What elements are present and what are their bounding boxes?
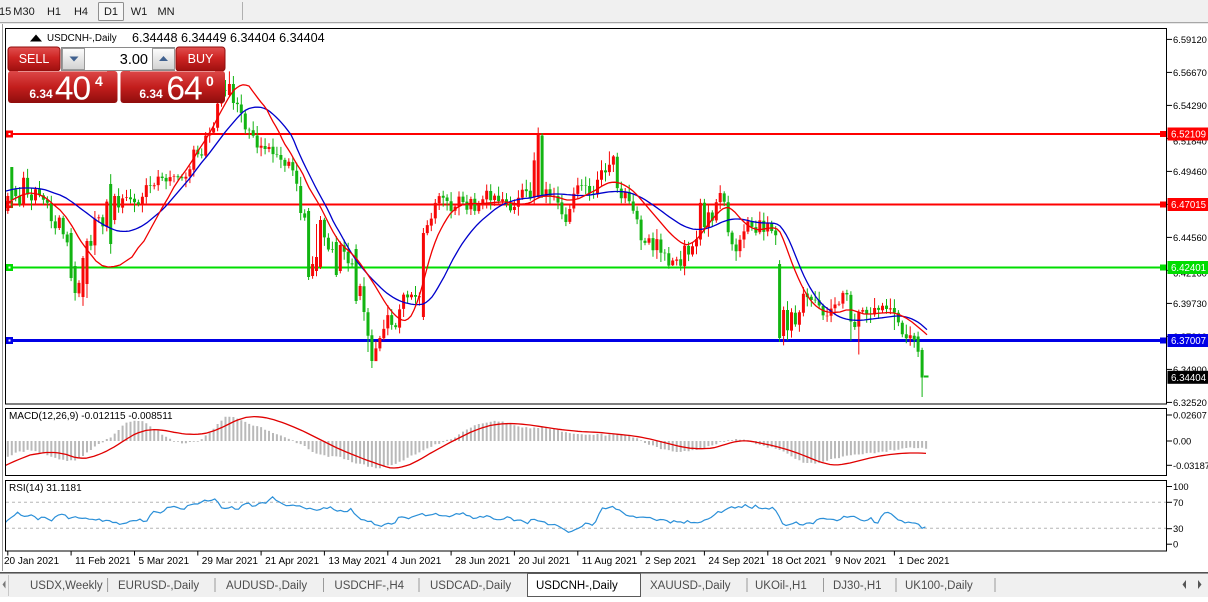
svg-text:M30: M30 [13,6,34,18]
svg-text:MACD(12,26,9) -0.012115 -0.008: MACD(12,26,9) -0.012115 -0.008511 [9,411,173,422]
svg-text:20 Jul 2021: 20 Jul 2021 [518,556,570,567]
svg-text:6.47015: 6.47015 [1171,200,1206,211]
svg-text:AUDUSD-,Daily: AUDUSD-,Daily [226,580,307,592]
svg-text:MN: MN [157,6,174,18]
svg-text:D1: D1 [104,6,118,18]
svg-text:6.44560: 6.44560 [1173,232,1207,243]
svg-text:6.49460: 6.49460 [1173,166,1207,177]
svg-text:30: 30 [1173,523,1183,534]
svg-text:29 Mar 2021: 29 Mar 2021 [202,556,259,567]
svg-text:6.34448 6.34449 6.34404 6.3440: 6.34448 6.34449 6.34404 6.34404 [132,31,325,45]
svg-text:40: 40 [55,71,91,108]
svg-text:6.34404: 6.34404 [1171,373,1207,384]
svg-text:6.52109: 6.52109 [1171,130,1206,141]
svg-text:USDCNH-,Daily: USDCNH-,Daily [536,580,618,592]
svg-text:USDCAD-,Daily: USDCAD-,Daily [430,580,511,592]
svg-text:21 Apr 2021: 21 Apr 2021 [265,556,319,567]
svg-text:6.32520: 6.32520 [1173,397,1207,408]
svg-text:USDCHF-,H4: USDCHF-,H4 [334,580,404,592]
svg-text:5 Mar 2021: 5 Mar 2021 [139,556,190,567]
svg-text:W1: W1 [131,6,148,18]
svg-text:0: 0 [206,73,214,89]
svg-text:6.37007: 6.37007 [1171,336,1206,347]
svg-text:-0.03187: -0.03187 [1173,460,1208,471]
svg-text:SELL: SELL [19,52,50,66]
svg-text:USDCNH-,Daily: USDCNH-,Daily [47,33,117,44]
svg-text:H1: H1 [47,6,61,18]
svg-text:6.42401: 6.42401 [1171,263,1206,274]
svg-text:2 Sep 2021: 2 Sep 2021 [645,556,697,567]
svg-text:0: 0 [1173,539,1178,550]
svg-text:DJ30-,H1: DJ30-,H1 [833,580,882,592]
svg-text:H4: H4 [74,6,88,18]
svg-text:3.00: 3.00 [120,52,148,68]
svg-text:6.54290: 6.54290 [1173,100,1207,111]
svg-text:UKOil-,H1: UKOil-,H1 [755,580,807,592]
svg-text:1 Dec 2021: 1 Dec 2021 [898,556,950,567]
svg-text:100: 100 [1173,481,1189,492]
svg-text:4 Jun 2021: 4 Jun 2021 [392,556,442,567]
svg-text:RSI(14) 31.1181: RSI(14) 31.1181 [9,483,82,494]
svg-text:11 Feb 2021: 11 Feb 2021 [75,556,131,567]
svg-text:0.00: 0.00 [1173,436,1191,447]
svg-text:64: 64 [166,71,202,108]
svg-text:9 Nov 2021: 9 Nov 2021 [835,556,887,567]
svg-text:20 Jan 2021: 20 Jan 2021 [4,556,59,567]
svg-text:USDX,Weekly: USDX,Weekly [30,580,103,592]
svg-text:70: 70 [1173,497,1183,508]
svg-text:28 Jun 2021: 28 Jun 2021 [455,556,510,567]
svg-text:15: 15 [0,6,11,18]
svg-text:6.34: 6.34 [139,87,163,101]
svg-text:EURUSD-,Daily: EURUSD-,Daily [118,580,199,592]
svg-text:4: 4 [95,73,103,89]
svg-text:6.39730: 6.39730 [1173,298,1207,309]
svg-text:6.34: 6.34 [29,87,53,101]
svg-text:XAUUSD-,Daily: XAUUSD-,Daily [650,580,731,592]
svg-text:11 Aug 2021: 11 Aug 2021 [582,556,638,567]
svg-text:18 Oct 2021: 18 Oct 2021 [772,556,827,567]
svg-text:6.56670: 6.56670 [1173,67,1207,78]
svg-text:6.59120: 6.59120 [1173,34,1207,45]
svg-text:BUY: BUY [188,52,214,66]
svg-text:0.02607: 0.02607 [1173,410,1207,421]
svg-text:13 May 2021: 13 May 2021 [328,556,386,567]
svg-text:UK100-,Daily: UK100-,Daily [905,580,973,592]
svg-text:24 Sep 2021: 24 Sep 2021 [708,556,765,567]
